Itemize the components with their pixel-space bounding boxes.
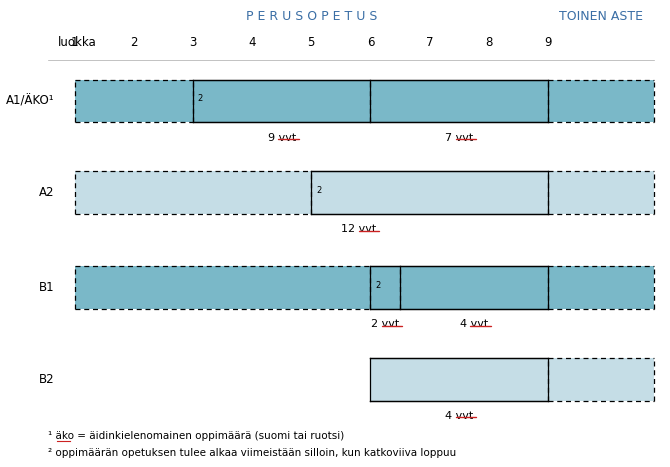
Bar	[75, 79, 193, 122]
Text: 7 vvt: 7 vvt	[445, 133, 473, 142]
Bar	[193, 79, 371, 122]
Text: 2: 2	[198, 94, 203, 104]
Bar	[547, 358, 654, 401]
Text: 2: 2	[375, 281, 381, 290]
Text: 9 vvt: 9 vvt	[267, 133, 296, 142]
Text: ² oppimäärän opetuksen tulee alkaa viimeistään silloin, kun katkoviiva loppuu: ² oppimäärän opetuksen tulee alkaa viime…	[48, 448, 456, 458]
Bar	[75, 171, 312, 214]
Text: 2 vvt: 2 vvt	[371, 319, 399, 329]
Text: B1: B1	[39, 281, 54, 294]
Text: luokka: luokka	[58, 36, 97, 50]
Text: 3: 3	[190, 36, 197, 50]
Text: 7: 7	[425, 36, 433, 50]
Text: 4: 4	[249, 36, 256, 50]
Text: 9: 9	[544, 36, 551, 50]
Bar	[75, 266, 371, 309]
Text: ¹ äko = äidinkielenomainen oppimäärä (suomi tai ruotsi): ¹ äko = äidinkielenomainen oppimäärä (su…	[48, 432, 344, 441]
Text: 12 vvt: 12 vvt	[341, 224, 376, 234]
Bar	[547, 266, 654, 309]
Text: TOINEN ASTE: TOINEN ASTE	[559, 10, 643, 23]
Bar	[371, 79, 547, 122]
Text: 4 vvt: 4 vvt	[460, 319, 488, 329]
Text: 2: 2	[316, 186, 321, 195]
Text: 2: 2	[130, 36, 138, 50]
Text: B2: B2	[39, 373, 54, 386]
Bar	[312, 171, 547, 214]
Text: P E R U S O P E T U S: P E R U S O P E T U S	[246, 10, 377, 23]
Text: 4 vvt: 4 vvt	[445, 411, 473, 421]
Bar	[547, 79, 654, 122]
Bar	[547, 171, 654, 214]
Bar	[400, 266, 547, 309]
Text: 6: 6	[366, 36, 374, 50]
Text: A2: A2	[39, 186, 54, 199]
Bar	[371, 358, 547, 401]
Text: 1: 1	[71, 36, 78, 50]
Text: 5: 5	[308, 36, 315, 50]
Bar	[371, 266, 400, 309]
Text: A1/ÄKO¹: A1/ÄKO¹	[5, 94, 54, 107]
Text: 8: 8	[485, 36, 492, 50]
